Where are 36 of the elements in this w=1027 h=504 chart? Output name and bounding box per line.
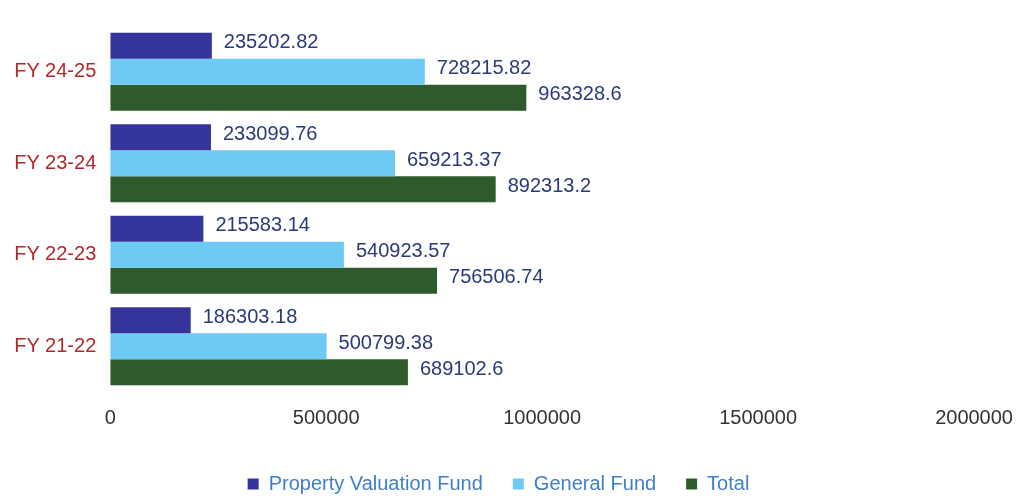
x-tick-label: 0 [104, 405, 116, 428]
data-label: 186303.18 [202, 304, 298, 327]
bar [110, 333, 327, 360]
bar [110, 32, 212, 59]
data-label: 728215.82 [436, 56, 532, 79]
data-label: 235202.82 [223, 30, 319, 53]
legend-label: Total [707, 471, 750, 494]
data-label: 233099.76 [222, 121, 318, 144]
bar [110, 58, 425, 85]
data-label: 500799.38 [338, 330, 434, 353]
x-tick-label: 500000 [292, 405, 360, 428]
x-tick-label: 1000000 [503, 405, 582, 428]
bar [110, 176, 496, 203]
bar [110, 241, 344, 268]
bar [110, 150, 395, 177]
bar [110, 124, 211, 151]
bar [110, 359, 408, 386]
data-label: 756506.74 [449, 265, 544, 288]
bar [110, 215, 204, 242]
y-tick-label: FY 23-24 [14, 150, 97, 173]
data-label: 963328.6 [538, 82, 622, 105]
y-tick-label: FY 24-25 [14, 59, 97, 82]
y-tick-label: FY 21-22 [14, 333, 97, 356]
legend-label: General Fund [533, 471, 657, 494]
bar [110, 267, 437, 294]
data-label: 215583.14 [215, 213, 310, 236]
x-tick-label: 2000000 [935, 405, 1014, 428]
bar [110, 84, 527, 111]
x-tick-label: 1500000 [719, 405, 798, 428]
bar [110, 307, 191, 334]
data-label: 540923.57 [355, 239, 451, 262]
data-label: 892313.2 [507, 173, 592, 196]
y-tick-label: FY 22-23 [14, 242, 97, 265]
data-label: 659213.37 [406, 147, 502, 170]
data-label: 689102.6 [419, 356, 504, 379]
legend-label: Property Valuation Fund [268, 471, 483, 494]
